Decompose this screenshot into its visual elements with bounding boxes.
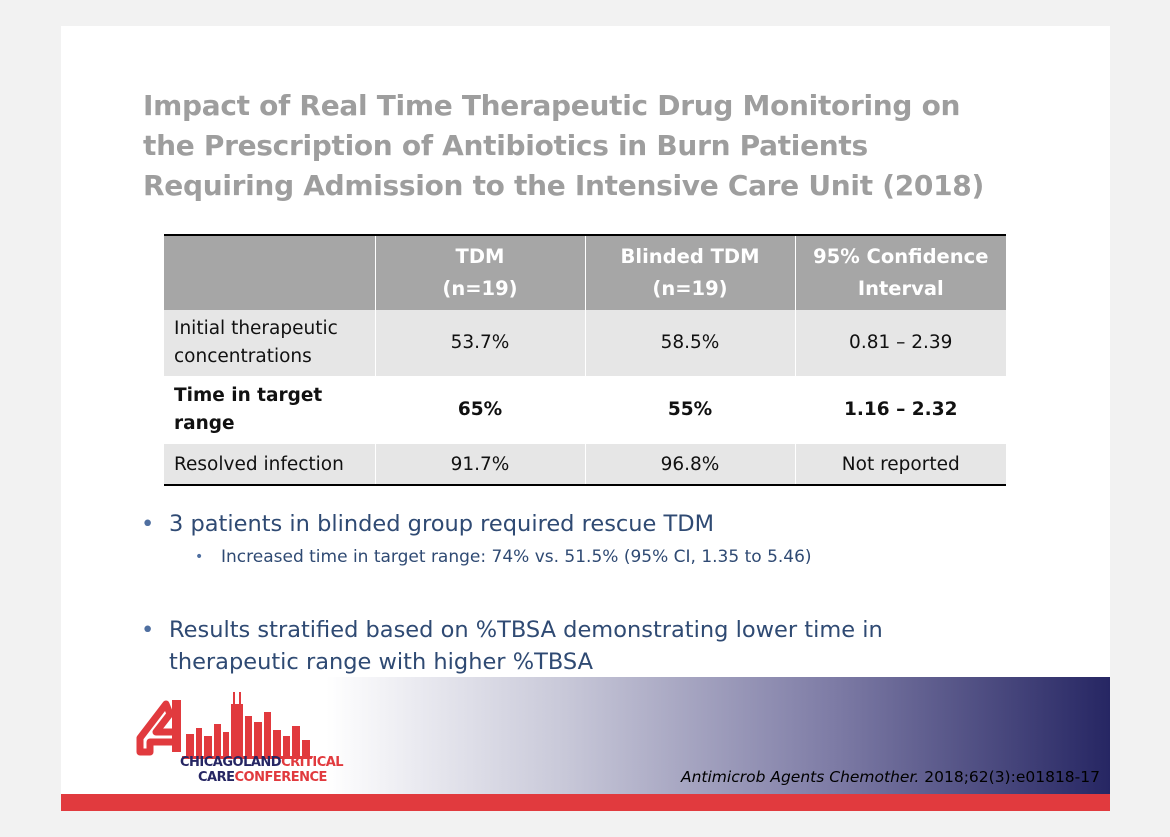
logo-text-line1: CHICAGOLANDCRITICAL xyxy=(180,755,344,770)
slide: Impact of Real Time Therapeutic Drug Mon… xyxy=(61,26,1110,811)
sub-bullet-item: • Increased time in target range: 74% vs… xyxy=(141,543,1041,571)
results-table: TDM (n=19) Blinded TDM (n=19) 95% Confiden… xyxy=(164,236,1006,486)
row-label: Time in target range xyxy=(164,376,375,444)
bullet-dot-icon: • xyxy=(141,617,155,643)
table-row: Resolved infection 91.7% 96.8% Not repor… xyxy=(164,444,1006,486)
cell-tdm: 53.7% xyxy=(374,310,585,376)
skyline-icon xyxy=(136,692,312,759)
cell-ci: Not reported xyxy=(794,444,1006,486)
row-label: Resolved infection xyxy=(164,444,375,486)
footer-red-bar xyxy=(61,794,1110,811)
cell-blinded: 58.5% xyxy=(584,310,795,376)
row-label: Initial therapeutic concentrations xyxy=(164,310,375,376)
cell-ci: 1.16 – 2.32 xyxy=(794,376,1006,444)
header-confidence-interval: 95% Confidence Interval xyxy=(794,236,1006,310)
table-top-rule xyxy=(164,234,1006,237)
bullet-item: • 3 patients in blinded group required r… xyxy=(141,508,1041,540)
header-empty xyxy=(164,236,375,310)
table-row: Time in target range 65% 55% 1.16 – 2.32 xyxy=(164,376,1006,444)
bullet-list: • 3 patients in blinded group required r… xyxy=(141,508,1041,678)
header-tdm: TDM (n=19) xyxy=(374,236,585,310)
table-bottom-rule xyxy=(164,484,1006,486)
bullet-item: • Results stratified based on %TBSA demo… xyxy=(141,614,1041,678)
bullet-dot-icon: • xyxy=(141,511,155,537)
slide-title: Impact of Real Time Therapeutic Drug Mon… xyxy=(143,89,984,202)
cell-tdm: 91.7% xyxy=(374,444,585,486)
table-header-row: TDM (n=19) Blinded TDM (n=19) 95% Confiden… xyxy=(164,236,1006,310)
citation: Antimicrob Agents Chemother. 2018;62(3):… xyxy=(681,768,1100,786)
header-blinded-tdm: Blinded TDM (n=19) xyxy=(584,236,795,310)
logo-text-line2: CARECONFERENCE xyxy=(198,770,327,785)
cell-tdm: 65% xyxy=(374,376,585,444)
footer-gradient-band xyxy=(326,677,1110,795)
conference-logo: CHICAGOLANDCRITICAL CARECONFERENCE xyxy=(136,686,344,791)
table-row: Initial therapeutic concentrations 53.7% … xyxy=(164,310,1006,376)
cell-blinded: 55% xyxy=(584,376,795,444)
cell-ci: 0.81 – 2.39 xyxy=(794,310,1006,376)
cell-blinded: 96.8% xyxy=(584,444,795,486)
sub-bullet-dot-icon: • xyxy=(195,549,204,565)
